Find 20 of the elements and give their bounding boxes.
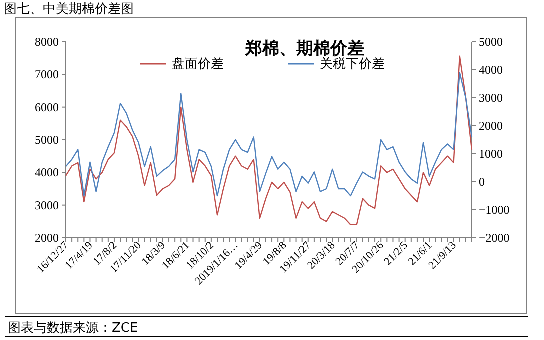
y-tick-label: 2000 bbox=[35, 231, 59, 245]
y2-tick-label: 5000 bbox=[479, 35, 503, 49]
y2-tick-label: 3000 bbox=[479, 91, 503, 105]
text: 图七、中美期棉价差图 bbox=[4, 1, 134, 17]
y-tick-label: 5000 bbox=[35, 133, 59, 147]
y2-tick-label: −1000 bbox=[479, 203, 510, 217]
legend-label: 关税下价差 bbox=[320, 57, 385, 72]
y2-tick-label: 4000 bbox=[479, 63, 503, 77]
y-tick-label: 4000 bbox=[35, 166, 59, 180]
y-tick-label: 3000 bbox=[35, 198, 59, 212]
y2-tick-label: 1000 bbox=[479, 147, 503, 161]
chart-title: 郑棉、期棉价差 bbox=[244, 39, 364, 58]
y-tick-label: 6000 bbox=[35, 100, 59, 114]
legend-label: 盘面价差 bbox=[172, 57, 224, 72]
y-tick-label: 8000 bbox=[35, 35, 59, 49]
y-tick-label: 7000 bbox=[35, 68, 59, 82]
y2-tick-label: 2000 bbox=[479, 119, 503, 133]
text: 图表与数据来源：ZCE bbox=[8, 321, 138, 336]
y2-tick-label: −2000 bbox=[479, 231, 510, 245]
y2-tick-label: 0 bbox=[479, 175, 485, 189]
